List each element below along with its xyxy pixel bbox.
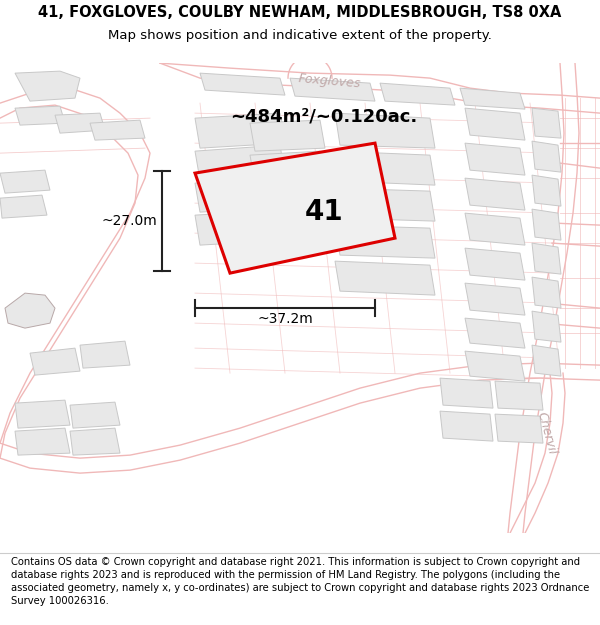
Polygon shape	[440, 378, 493, 408]
Text: ~27.0m: ~27.0m	[101, 214, 157, 228]
Polygon shape	[335, 113, 435, 148]
Polygon shape	[465, 318, 525, 348]
Polygon shape	[290, 78, 375, 101]
Polygon shape	[195, 177, 285, 212]
Polygon shape	[465, 108, 525, 140]
Polygon shape	[532, 141, 561, 172]
Polygon shape	[532, 243, 561, 274]
Polygon shape	[335, 225, 435, 258]
Polygon shape	[532, 345, 561, 376]
Polygon shape	[465, 213, 525, 245]
Polygon shape	[380, 83, 455, 105]
Polygon shape	[15, 428, 70, 455]
Polygon shape	[460, 88, 525, 109]
Polygon shape	[70, 402, 120, 428]
Text: Contains OS data © Crown copyright and database right 2021. This information is : Contains OS data © Crown copyright and d…	[11, 557, 589, 606]
Text: ~37.2m: ~37.2m	[257, 312, 313, 326]
Text: ~484m²/~0.120ac.: ~484m²/~0.120ac.	[230, 107, 417, 125]
Text: Foxgloves: Foxgloves	[298, 72, 362, 91]
Polygon shape	[200, 73, 285, 95]
Polygon shape	[335, 188, 435, 221]
Polygon shape	[30, 348, 80, 375]
Polygon shape	[465, 351, 525, 381]
Polygon shape	[440, 411, 493, 441]
Polygon shape	[15, 71, 80, 101]
Polygon shape	[335, 151, 435, 185]
Polygon shape	[195, 113, 285, 148]
Text: Chervil: Chervil	[535, 410, 559, 456]
Text: Map shows position and indicative extent of the property.: Map shows position and indicative extent…	[108, 29, 492, 42]
Polygon shape	[195, 143, 395, 273]
Polygon shape	[495, 381, 543, 410]
Polygon shape	[80, 341, 130, 368]
Polygon shape	[90, 120, 145, 140]
Polygon shape	[250, 151, 325, 183]
Polygon shape	[15, 400, 70, 428]
Polygon shape	[465, 248, 525, 280]
Polygon shape	[195, 210, 285, 245]
Polygon shape	[55, 113, 105, 133]
Polygon shape	[465, 283, 525, 315]
Polygon shape	[15, 106, 65, 125]
Polygon shape	[532, 175, 561, 206]
Polygon shape	[532, 108, 561, 138]
Polygon shape	[0, 195, 47, 218]
Polygon shape	[195, 145, 285, 180]
Polygon shape	[70, 428, 120, 455]
Polygon shape	[532, 209, 561, 240]
Polygon shape	[250, 120, 325, 151]
Polygon shape	[0, 170, 50, 193]
Text: 41, FOXGLOVES, COULBY NEWHAM, MIDDLESBROUGH, TS8 0XA: 41, FOXGLOVES, COULBY NEWHAM, MIDDLESBRO…	[38, 5, 562, 20]
Polygon shape	[532, 311, 561, 342]
Text: 41: 41	[304, 198, 343, 226]
Polygon shape	[335, 261, 435, 295]
Polygon shape	[465, 178, 525, 210]
Polygon shape	[532, 277, 561, 308]
Polygon shape	[5, 293, 55, 328]
Polygon shape	[495, 414, 543, 443]
Polygon shape	[465, 143, 525, 175]
